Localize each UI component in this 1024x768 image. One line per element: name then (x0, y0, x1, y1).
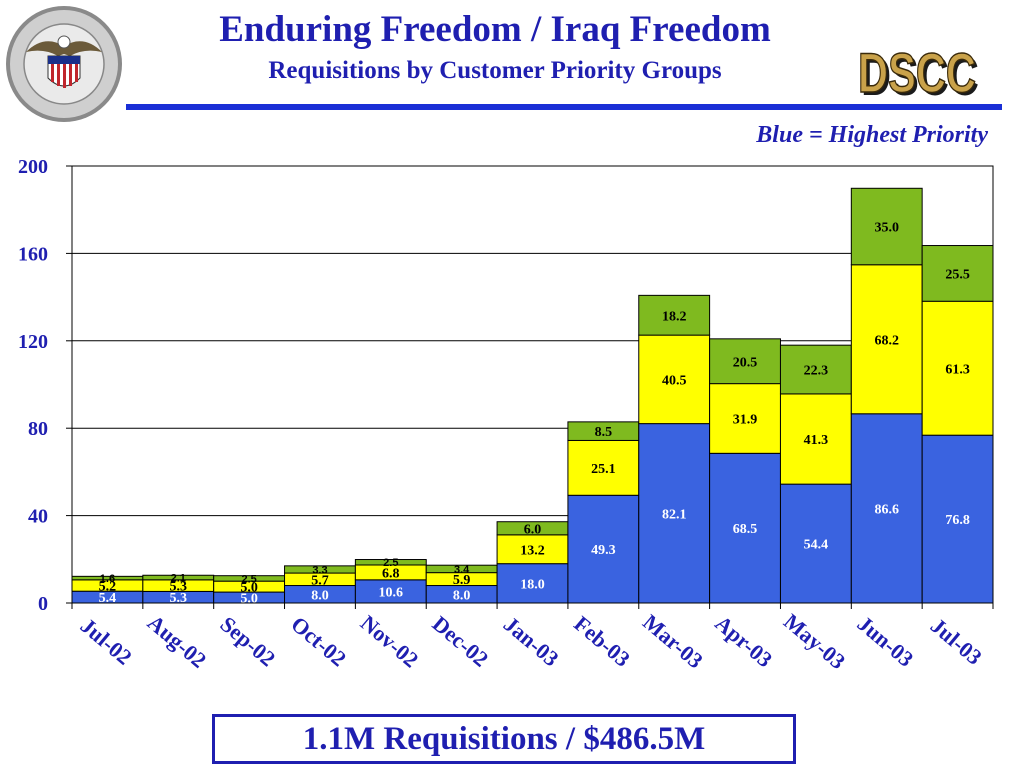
bar-segment (921, 300, 994, 436)
x-tick-label: Dec-02 (428, 611, 494, 672)
header-rule (126, 104, 1002, 110)
bar-segment (921, 245, 994, 302)
bar-value-label: 54.4 (804, 538, 829, 553)
bar-segment (850, 187, 923, 266)
bar-value-label: 13.2 (520, 543, 545, 558)
svg-text:DSCC: DSCC (861, 44, 979, 104)
bar-value-label: 61.3 (945, 362, 970, 377)
x-tick-label: Feb-03 (569, 611, 635, 672)
x-tick-label: Jan-03 (499, 611, 564, 671)
agency-seal (4, 4, 124, 124)
bar-segment (638, 294, 711, 336)
page-title: Enduring Freedom / Iraq Freedom (219, 9, 771, 50)
bar-value-label: 22.3 (804, 364, 829, 379)
x-tick-label: Jul-03 (926, 613, 987, 670)
y-tick-label: 200 (18, 156, 48, 178)
bar-segment (850, 264, 923, 415)
x-tick-label: Aug-02 (143, 610, 212, 673)
priority-note: Blue = Highest Priority (756, 122, 988, 148)
bar-segment (779, 344, 852, 395)
bar-segment (709, 452, 781, 604)
bar-value-label: 1.6 (100, 573, 115, 585)
bar-value-label: 68.2 (874, 333, 899, 348)
bar-segment (354, 559, 427, 566)
bar-value-label: 40.5 (662, 373, 687, 388)
x-tick-label: Jun-03 (853, 611, 919, 672)
svg-text:DSCC: DSCC (858, 41, 976, 104)
bar-segment (567, 439, 640, 496)
bar-segment (567, 494, 640, 604)
dscc-logo: DSCC DSCC (852, 36, 982, 107)
bar-value-label: 5.7 (311, 573, 329, 588)
bar-segment (850, 413, 923, 604)
x-tick-label: Mar-03 (638, 609, 708, 673)
bar-segment (709, 338, 781, 385)
bar-value-label: 5.4 (99, 591, 117, 606)
x-tick-label: Oct-02 (286, 611, 351, 671)
bar-value-label: 2.1 (171, 573, 186, 585)
bar-value-label: 10.6 (379, 585, 404, 600)
bar-value-label: 31.9 (733, 413, 758, 428)
bar-segment (496, 534, 569, 565)
y-tick-label: 40 (28, 506, 48, 528)
bar-value-label: 2.5 (241, 573, 256, 585)
y-tick-label: 80 (28, 418, 48, 440)
y-tick-label: 160 (18, 243, 48, 265)
bar-value-label: 5.9 (453, 573, 471, 588)
bar-value-label: 82.1 (662, 507, 687, 522)
bar-value-label: 25.1 (591, 462, 616, 477)
bar-value-label: 18.0 (520, 577, 545, 592)
x-tick-label: May-03 (779, 609, 850, 674)
x-tick-label: Sep-02 (216, 611, 281, 671)
bar-value-label: 18.2 (662, 309, 687, 324)
bar-value-label: 35.0 (874, 221, 899, 236)
bar-value-label: 20.5 (733, 355, 758, 370)
bar-value-label: 5.0 (240, 581, 258, 596)
bar-value-label: 6.8 (382, 566, 400, 581)
bar-segment (496, 563, 569, 604)
bar-value-label: 2.5 (383, 557, 398, 569)
requisitions-chart: 040801201602005.45.21.65.35.32.15.05.02.… (18, 156, 994, 674)
bar-value-label: 5.0 (240, 592, 258, 607)
bar-value-label: 68.5 (733, 522, 758, 537)
bar-value-label: 5.2 (99, 580, 117, 595)
x-tick-label: Apr-03 (710, 610, 777, 672)
bar-segment (921, 434, 994, 604)
bar-value-label: 3.3 (312, 564, 327, 576)
y-tick-label: 120 (18, 331, 48, 353)
x-tick-label: Jul-02 (76, 613, 137, 670)
bar-segment (638, 334, 711, 425)
bar-value-label: 41.3 (804, 433, 829, 448)
bar-value-label: 6.0 (524, 522, 542, 537)
bar-value-label: 8.0 (311, 588, 329, 603)
bar-value-label: 5.3 (170, 580, 188, 595)
x-tick-label: Nov-02 (356, 610, 424, 672)
bar-value-label: 5.3 (170, 591, 188, 606)
bar-value-label: 49.3 (591, 543, 616, 558)
bar-value-label: 3.4 (454, 564, 470, 576)
page-subtitle: Requisitions by Customer Priority Groups (268, 57, 722, 84)
y-tick-label: 0 (38, 593, 48, 615)
bar-value-label: 8.0 (453, 588, 471, 603)
bar-value-label: 8.5 (595, 425, 613, 440)
total-summary: 1.1M Requisitions / $486.5M (212, 714, 796, 764)
bar-value-label: 25.5 (945, 267, 970, 282)
bar-value-label: 76.8 (945, 513, 970, 528)
bar-segment (779, 393, 852, 485)
bar-segment (638, 423, 711, 604)
bar-value-label: 86.6 (874, 502, 899, 517)
